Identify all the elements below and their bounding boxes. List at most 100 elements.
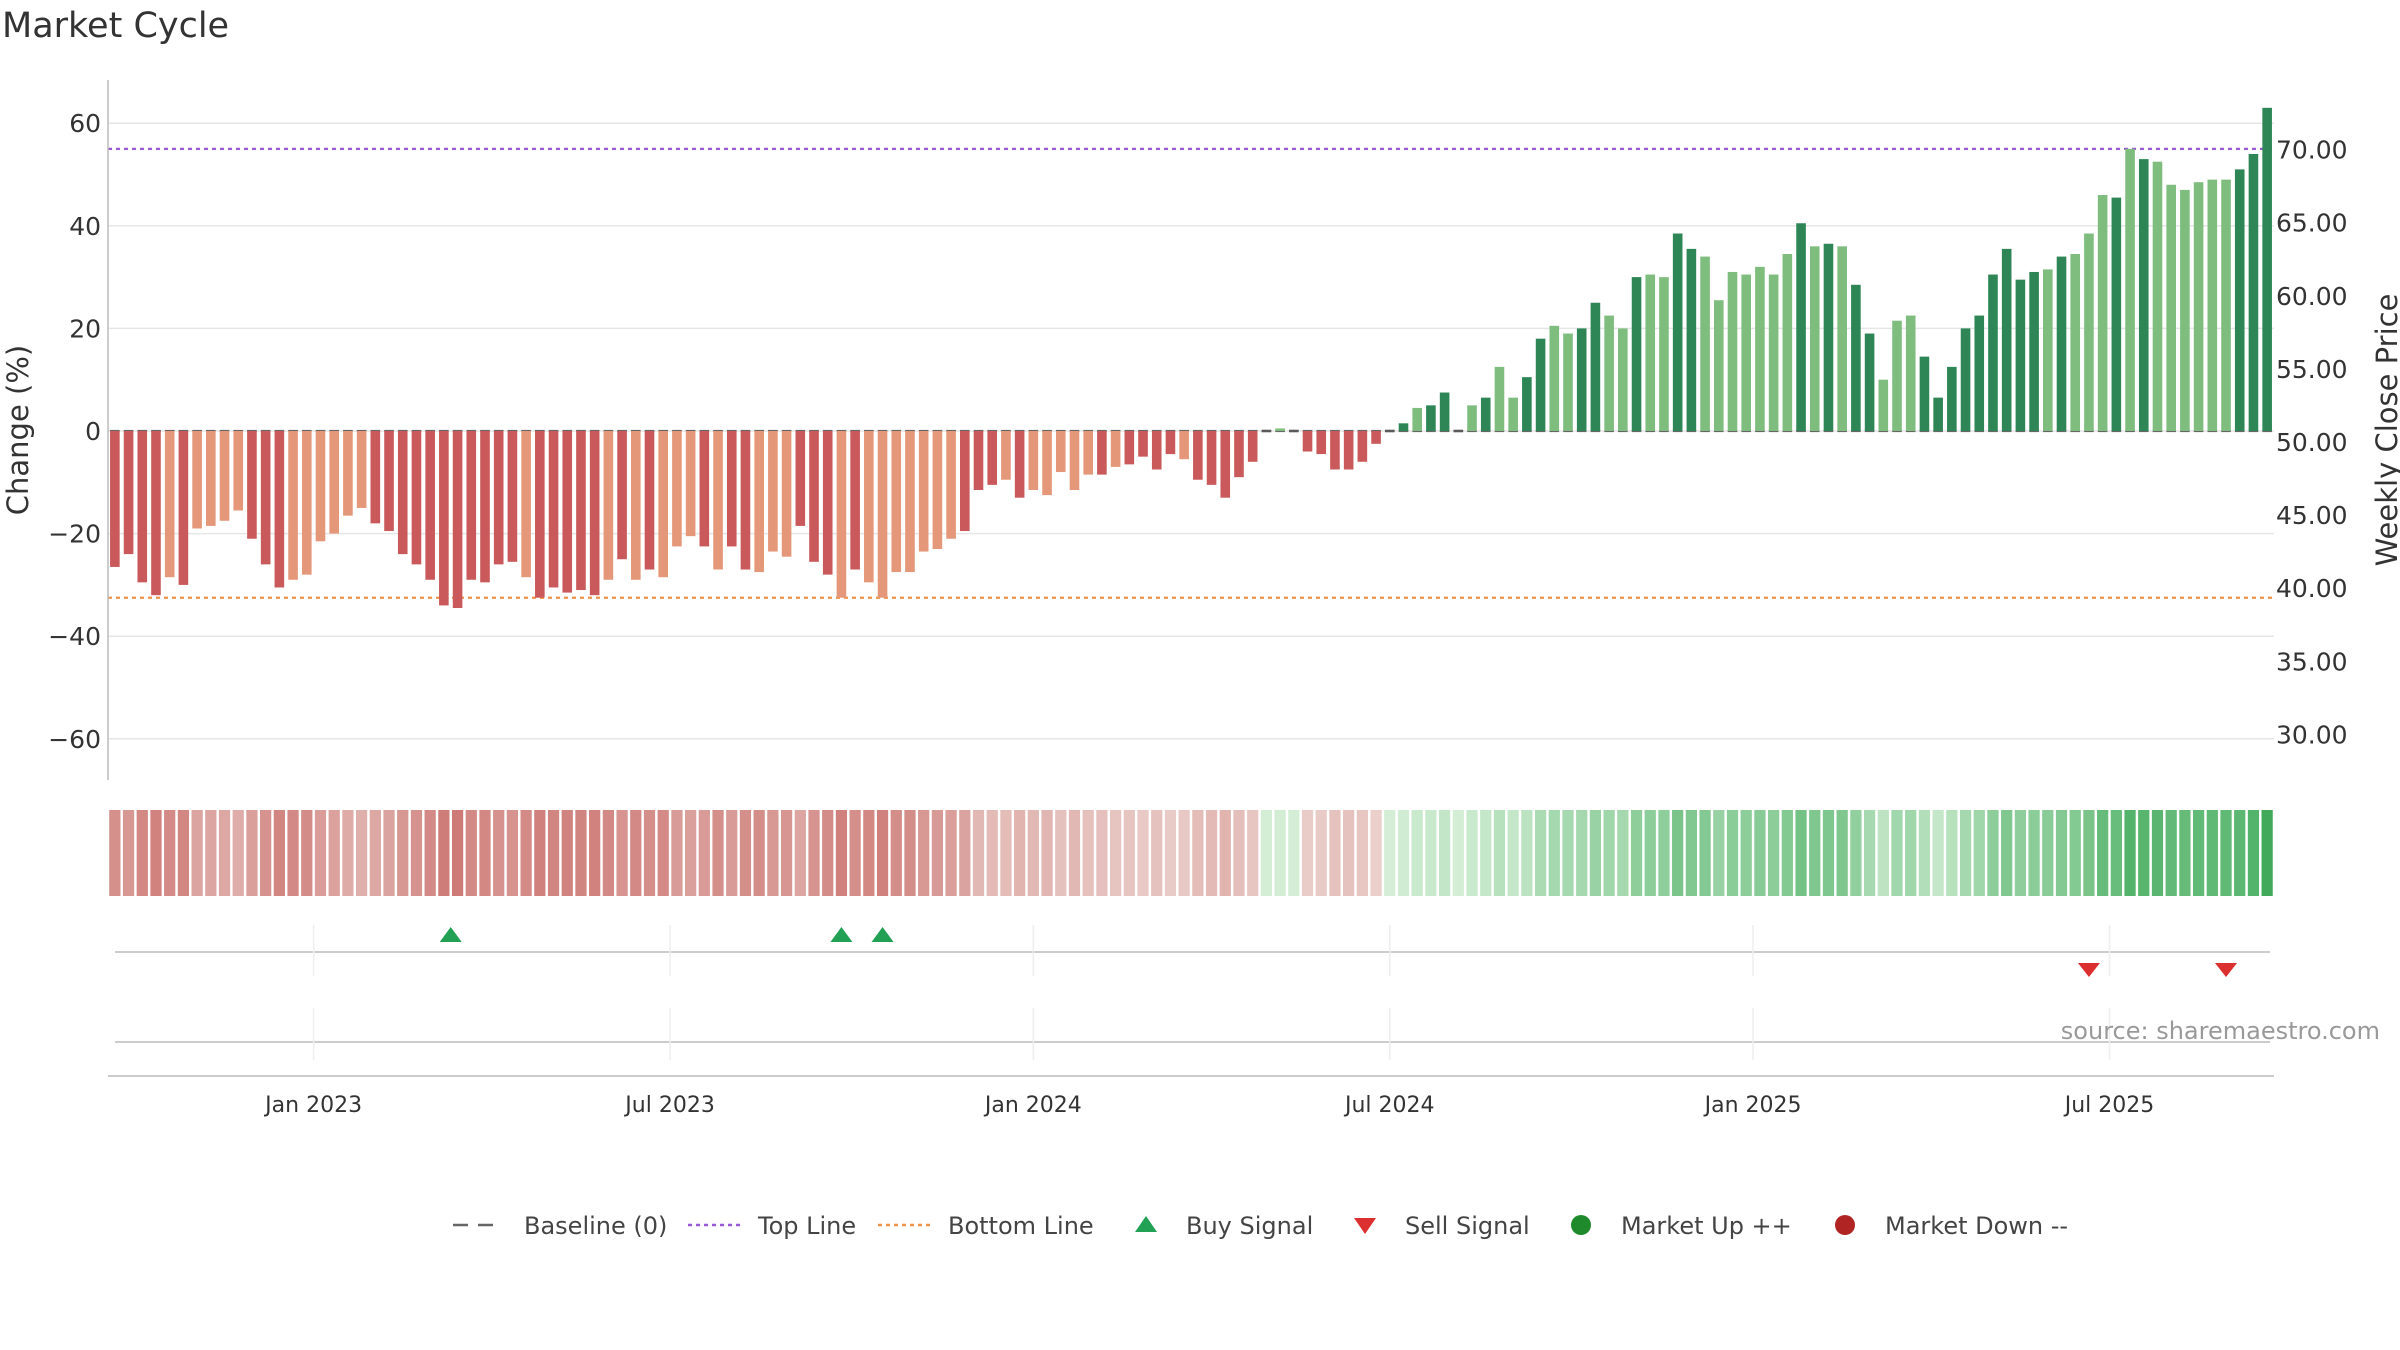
cycle-strip-cell bbox=[794, 810, 806, 896]
bar bbox=[891, 431, 902, 573]
bar bbox=[356, 431, 367, 508]
bar bbox=[576, 431, 586, 591]
y-right-tick-label: 65.00 bbox=[2276, 209, 2348, 238]
bar bbox=[315, 431, 326, 542]
x-tick-label: Jan 2025 bbox=[1703, 1093, 1802, 1118]
legend-swatch-buy bbox=[1135, 1216, 1157, 1232]
y-right-tick-label: 50.00 bbox=[2276, 428, 2348, 457]
cycle-strip-cell bbox=[479, 810, 491, 896]
bar bbox=[2125, 148, 2135, 431]
cycle-strip-cell bbox=[232, 810, 244, 896]
cycle-strip-cell bbox=[328, 810, 340, 896]
bar bbox=[192, 431, 202, 529]
cycle-strip-cell bbox=[849, 810, 861, 896]
cycle-strip-cell bbox=[945, 810, 957, 896]
cycle-strip-cell bbox=[602, 810, 614, 896]
cycle-strip-cell bbox=[314, 810, 327, 896]
bar bbox=[2166, 184, 2176, 431]
bar bbox=[1357, 431, 1368, 462]
bar bbox=[713, 431, 723, 570]
cycle-strip-cell bbox=[1576, 810, 1588, 896]
cycle-strip-cell bbox=[1466, 810, 1478, 896]
bar bbox=[1713, 300, 1724, 431]
cycle-strip-cell bbox=[136, 810, 148, 896]
cycle-strip-cell bbox=[1918, 810, 1931, 896]
cycle-strip-cell bbox=[876, 810, 889, 896]
legend-label: Market Up ++ bbox=[1621, 1212, 1792, 1240]
cycle-strip-cell bbox=[1178, 810, 1190, 896]
bar bbox=[1878, 379, 1889, 431]
bar bbox=[795, 431, 806, 526]
cycle-strip-cell bbox=[2234, 810, 2246, 896]
bar bbox=[1371, 431, 1381, 444]
bar bbox=[946, 431, 956, 539]
bar bbox=[1988, 274, 1998, 431]
bar bbox=[672, 431, 682, 547]
bar bbox=[850, 431, 860, 570]
cycle-strip-cell bbox=[1137, 810, 1149, 896]
cycle-strip-cell bbox=[1946, 810, 1958, 896]
bar bbox=[1563, 333, 1573, 431]
bar bbox=[2097, 195, 2108, 431]
cycle-strip-cell bbox=[1507, 810, 1519, 896]
bar bbox=[2234, 169, 2245, 431]
bar bbox=[960, 431, 970, 532]
bar bbox=[151, 431, 161, 596]
legend: Baseline (0) Top Line Bottom Line Buy Signa… bbox=[453, 1212, 2068, 1240]
y-right-tick-label: 60.00 bbox=[2276, 282, 2348, 311]
bar bbox=[288, 431, 298, 580]
bar bbox=[877, 431, 888, 598]
bar bbox=[1960, 328, 1971, 431]
cycle-strip-cell bbox=[1932, 810, 1944, 896]
cycle-strip-cell bbox=[657, 810, 669, 896]
cycle-strip-cell bbox=[1617, 810, 1629, 896]
bar bbox=[164, 431, 175, 578]
cycle-strip-cell bbox=[2124, 810, 2136, 896]
cycle-strip-cell bbox=[369, 810, 381, 896]
bar bbox=[1947, 366, 1957, 432]
bar bbox=[1576, 328, 1587, 431]
bar bbox=[1796, 223, 1806, 431]
cycle-strip-cell bbox=[1425, 810, 1437, 896]
cycle-strip-cell bbox=[1795, 810, 1807, 896]
bar bbox=[1618, 328, 1628, 431]
bar bbox=[1069, 431, 1080, 490]
y-right-tick-label: 45.00 bbox=[2276, 501, 2348, 530]
bar bbox=[1604, 315, 1614, 431]
cycle-strip-cell bbox=[2110, 810, 2122, 896]
bar bbox=[836, 431, 847, 598]
bar bbox=[589, 431, 600, 596]
bar bbox=[535, 431, 545, 598]
cycle-strip-cell bbox=[904, 810, 916, 896]
cycle-strip-cell bbox=[1096, 810, 1108, 896]
cycle-strip-cell bbox=[1288, 810, 1300, 896]
bar bbox=[768, 431, 778, 552]
bar bbox=[1837, 246, 1847, 431]
bar bbox=[1165, 431, 1176, 455]
bar bbox=[973, 431, 984, 490]
cycle-strip-cell bbox=[410, 810, 423, 896]
cycle-strip-cell bbox=[1109, 810, 1122, 896]
bar bbox=[1398, 423, 1409, 431]
bar bbox=[233, 431, 244, 511]
bar bbox=[2043, 269, 2053, 431]
bar bbox=[932, 431, 943, 549]
legend-label: Market Down -- bbox=[1885, 1212, 2068, 1240]
bar bbox=[1042, 431, 1052, 496]
cycle-strip-cell bbox=[986, 810, 998, 896]
bar bbox=[1480, 397, 1491, 431]
cycle-strip-cell bbox=[630, 810, 642, 896]
bar bbox=[2015, 279, 2026, 431]
bar bbox=[1302, 431, 1313, 452]
cycle-strip-cell bbox=[301, 810, 313, 896]
bar bbox=[864, 431, 874, 583]
bar bbox=[1645, 274, 1656, 431]
cycle-strip-cell bbox=[1274, 810, 1286, 896]
cycle-strip-cell bbox=[1000, 810, 1012, 896]
bar bbox=[740, 431, 751, 570]
bar bbox=[466, 431, 477, 580]
cycle-strip-cell bbox=[575, 810, 587, 896]
x-tick-label: Jul 2025 bbox=[2063, 1093, 2155, 1118]
cycle-strip-cell bbox=[2261, 810, 2273, 896]
